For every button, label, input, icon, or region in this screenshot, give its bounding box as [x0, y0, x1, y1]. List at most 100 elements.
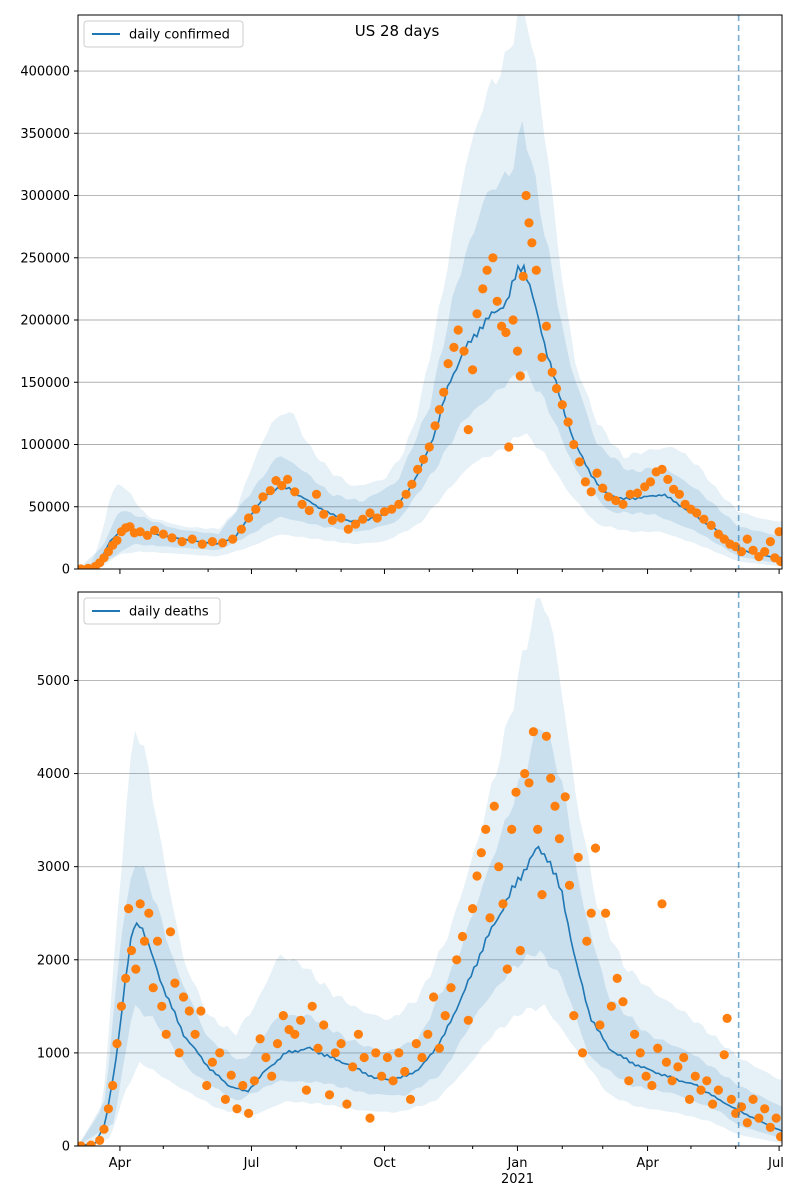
observed-point	[382, 1052, 392, 1063]
observed-point	[501, 327, 511, 338]
y-tick-label: 2000	[37, 953, 70, 968]
y-tick-label: 400000	[20, 65, 70, 80]
observed-point	[708, 1099, 718, 1109]
observed-point	[472, 871, 482, 881]
observed-point	[550, 801, 560, 811]
x-tick-label: Apr	[109, 1156, 132, 1171]
observed-point	[144, 908, 154, 918]
legend-label: daily deaths	[129, 605, 209, 620]
observed-point	[407, 479, 417, 489]
uncertainty-band-outer	[78, 15, 782, 569]
observed-point	[468, 904, 478, 914]
observed-point	[748, 545, 758, 555]
observed-point	[612, 973, 622, 984]
observed-point	[258, 492, 268, 502]
observed-point	[472, 309, 482, 319]
observed-point	[418, 454, 429, 464]
observed-point	[417, 1052, 427, 1063]
observed-point	[190, 1029, 200, 1039]
observed-point	[103, 1104, 113, 1114]
observed-point	[557, 400, 567, 410]
observed-point	[521, 190, 531, 201]
x-tick-label: Oct	[373, 1156, 395, 1171]
observed-point	[765, 537, 776, 547]
observed-point	[560, 792, 570, 802]
observed-point	[336, 513, 346, 523]
y-tick-label: 3000	[37, 860, 70, 875]
observed-point	[330, 1048, 340, 1058]
observed-point	[569, 439, 579, 450]
observed-point	[255, 1034, 265, 1044]
observed-point	[463, 1015, 473, 1025]
observed-point	[272, 1039, 283, 1049]
observed-point	[618, 997, 628, 1007]
observed-point	[690, 1071, 700, 1081]
observed-point	[748, 1094, 758, 1104]
observed-point	[533, 824, 543, 835]
observed-point	[590, 843, 601, 853]
observed-point	[313, 1043, 323, 1053]
observed-point	[742, 1118, 752, 1128]
observed-point	[215, 1048, 225, 1058]
plot-frame	[77, 591, 783, 1147]
observed-point	[290, 487, 300, 497]
observed-point	[238, 1080, 248, 1091]
observed-point	[261, 1052, 271, 1063]
observed-point	[502, 964, 512, 974]
y-tick-label: 200000	[20, 314, 70, 329]
observed-point	[365, 1113, 375, 1123]
observed-point	[429, 992, 439, 1002]
uncertainty-band-outer	[78, 597, 782, 1146]
observed-point	[713, 1085, 724, 1095]
observed-point	[411, 1039, 421, 1049]
observed-point	[564, 880, 575, 890]
observed-point	[573, 852, 583, 863]
observed-point	[336, 1039, 346, 1049]
observed-point	[353, 1029, 363, 1039]
y-tick-label: 50000	[29, 500, 70, 515]
observed-point	[771, 1113, 781, 1123]
observed-point	[541, 731, 552, 741]
observed-point	[696, 1085, 706, 1095]
observed-point	[702, 1076, 712, 1086]
observed-point	[244, 513, 254, 523]
observed-point	[524, 218, 534, 228]
observed-point	[657, 899, 667, 909]
observed-point	[296, 1015, 306, 1025]
observed-point	[131, 964, 141, 974]
observed-point	[625, 489, 635, 499]
observed-point	[679, 1052, 689, 1063]
observed-point	[498, 899, 508, 909]
x-tick-label: Jul	[243, 1156, 260, 1171]
observed-point	[290, 1029, 300, 1039]
observed-point	[457, 931, 468, 942]
observed-point	[220, 1094, 230, 1104]
observed-point	[577, 1048, 588, 1058]
observed-point	[531, 265, 541, 275]
observed-point	[372, 513, 382, 523]
observed-point	[446, 983, 456, 993]
observed-point	[405, 1094, 416, 1104]
observed-point	[528, 727, 539, 737]
observed-point	[489, 801, 499, 811]
x-year-label: 2021	[501, 1172, 534, 1187]
observed-point	[624, 1076, 634, 1086]
uncertainty-band-inner	[78, 727, 782, 1146]
observed-point	[699, 514, 709, 524]
observed-point	[554, 834, 565, 844]
observed-point	[158, 529, 168, 539]
plot-area	[78, 597, 782, 1146]
observed-point	[524, 778, 534, 788]
observed-point	[774, 527, 782, 537]
x-tick-label: Apr	[636, 1156, 659, 1171]
observed-point	[78, 1141, 86, 1146]
observed-point	[515, 945, 525, 956]
observed-point	[249, 1076, 259, 1086]
observed-point	[304, 505, 314, 516]
observed-point	[684, 1094, 695, 1104]
observed-point	[453, 325, 463, 335]
observed-point	[228, 534, 238, 544]
observed-point	[430, 421, 440, 431]
plot-area	[78, 15, 782, 569]
observed-point	[124, 904, 134, 914]
